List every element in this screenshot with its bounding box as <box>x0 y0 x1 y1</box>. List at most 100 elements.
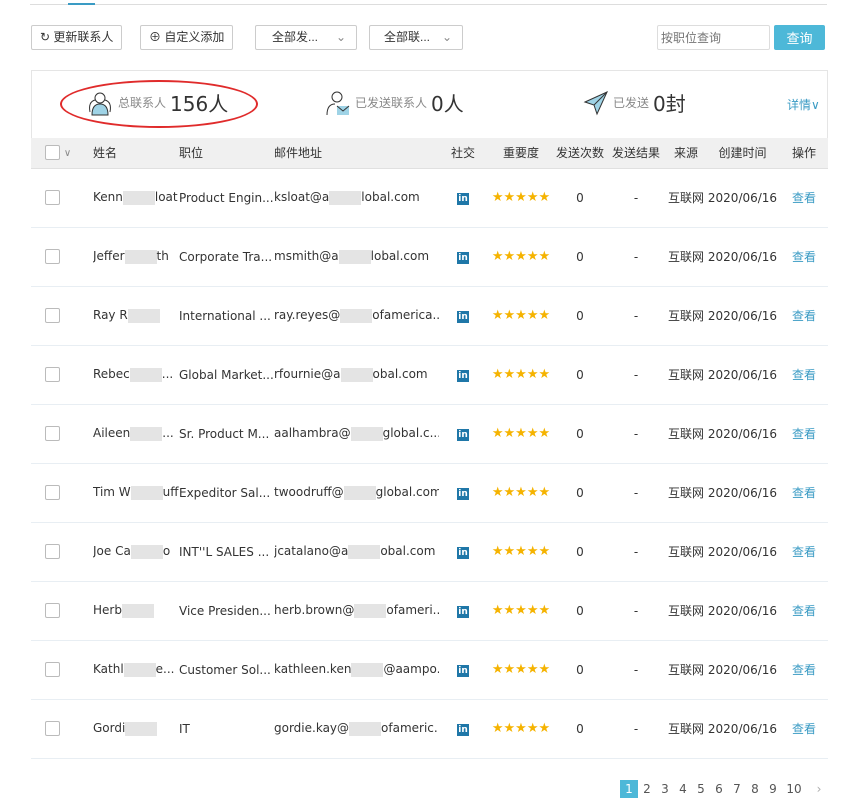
page-7[interactable]: 7 <box>733 782 741 796</box>
view-link[interactable]: 查看 <box>791 427 816 441</box>
sent-contacts-stat: 已发送联系人 0人 <box>325 88 464 117</box>
contact-email: aalhambra@ global.c... <box>274 404 439 464</box>
row-checkbox[interactable] <box>45 367 60 382</box>
contact-email: herb.brown@ ofameri... <box>274 581 439 641</box>
linkedin-icon[interactable]: in <box>457 429 469 441</box>
contact-name: Ray R <box>93 286 179 346</box>
linkedin-icon[interactable]: in <box>457 488 469 500</box>
created-date: 2020/06/16 <box>705 227 780 287</box>
send-count: 0 <box>555 286 605 346</box>
user-mail-icon <box>326 91 350 115</box>
importance-stars: ★★★★★ <box>491 485 551 500</box>
created-date: 2020/06/16 <box>705 345 780 405</box>
contact-name: Gordi <box>93 699 179 759</box>
page-8[interactable]: 8 <box>751 782 759 796</box>
view-link[interactable]: 查看 <box>791 663 816 677</box>
view-link[interactable]: 查看 <box>791 604 816 618</box>
linkedin-icon[interactable]: in <box>457 606 469 618</box>
view-link[interactable]: 查看 <box>791 191 816 205</box>
linkedin-icon[interactable]: in <box>457 193 469 205</box>
row-checkbox[interactable] <box>45 544 60 559</box>
position-search-input[interactable] <box>657 25 770 50</box>
row-checkbox[interactable] <box>45 662 60 677</box>
view-link[interactable]: 查看 <box>791 250 816 264</box>
header-source: 来源 <box>667 138 705 169</box>
chevron-down-icon: ⌄ <box>335 30 346 44</box>
refresh-contacts-button[interactable]: ↻ 更新联系人 <box>31 25 123 50</box>
select-all-checkbox[interactable] <box>45 145 60 161</box>
contact-position: Corporate Tra... <box>179 227 274 287</box>
row-checkbox[interactable] <box>45 426 60 441</box>
view-link[interactable]: 查看 <box>791 368 816 382</box>
redaction-blur <box>130 485 163 500</box>
header-created: 创建时间 <box>705 138 780 169</box>
next-page-icon[interactable]: › <box>816 782 822 796</box>
plus-circle-icon: ⊕ <box>149 30 165 44</box>
redaction-blur <box>329 190 362 205</box>
contact-position: IT <box>179 699 274 759</box>
linkedin-icon[interactable]: in <box>457 252 469 264</box>
search-button[interactable]: 查询 <box>774 25 825 50</box>
page-6[interactable]: 6 <box>715 782 723 796</box>
created-date: 2020/06/16 <box>705 581 780 641</box>
redaction-blur <box>124 249 157 264</box>
importance-stars: ★★★★★ <box>491 721 551 736</box>
redaction-blur <box>354 603 387 618</box>
table-row: Aileen... Sr. Product M... aalhambra@ glo… <box>31 404 828 464</box>
send-status-dropdown[interactable]: 全部发... ⌄ <box>255 25 357 50</box>
table-row: Gordi IT gordie.kay@ ofameric... in ★★★★★… <box>31 699 828 759</box>
source: 互联网 <box>667 404 705 464</box>
view-link[interactable]: 查看 <box>791 722 816 736</box>
view-link[interactable]: 查看 <box>791 545 816 559</box>
source: 互联网 <box>667 581 705 641</box>
row-checkbox[interactable] <box>45 603 60 618</box>
linkedin-icon[interactable]: in <box>457 724 469 736</box>
page-1[interactable]: 1 <box>620 780 638 798</box>
chevron-down-icon[interactable]: ∨ <box>63 148 72 160</box>
send-count: 0 <box>555 404 605 464</box>
contact-type-dropdown[interactable]: 全部联... ⌄ <box>369 25 463 50</box>
view-link[interactable]: 查看 <box>791 309 816 323</box>
page-3[interactable]: 3 <box>661 782 669 796</box>
send-count: 0 <box>555 345 605 405</box>
redaction-blur <box>350 426 383 441</box>
linkedin-icon[interactable]: in <box>457 311 469 323</box>
header-email: 邮件地址 <box>274 138 439 169</box>
row-checkbox[interactable] <box>45 485 60 500</box>
row-checkbox[interactable] <box>45 308 60 323</box>
details-toggle[interactable]: 详情∨ <box>787 98 820 112</box>
linkedin-icon[interactable]: in <box>457 665 469 677</box>
send-count: 0 <box>555 168 605 228</box>
redaction-blur <box>338 249 371 264</box>
source: 互联网 <box>667 286 705 346</box>
redaction-blur <box>127 308 160 323</box>
contact-position: Vice Presiden... <box>179 581 274 641</box>
custom-add-button[interactable]: ⊕ 自定义添加 <box>140 25 234 50</box>
header-name: 姓名 <box>93 138 179 169</box>
row-checkbox[interactable] <box>45 190 60 205</box>
contact-position: Expeditor Sal... <box>179 463 274 523</box>
table-header: ∨ 姓名 职位 邮件地址 社交 重要度 发送次数 发送结果 来源 创建时间 操作 <box>31 138 828 169</box>
send-count: 0 <box>555 640 605 700</box>
paper-plane-icon <box>583 90 609 115</box>
page-2[interactable]: 2 <box>643 782 651 796</box>
source: 互联网 <box>667 463 705 523</box>
stats-panel <box>31 70 828 138</box>
row-checkbox[interactable] <box>45 721 60 736</box>
page-9[interactable]: 9 <box>769 782 777 796</box>
redaction-blur <box>129 367 162 382</box>
linkedin-icon[interactable]: in <box>457 370 469 382</box>
page-5[interactable]: 5 <box>697 782 705 796</box>
page-4[interactable]: 4 <box>679 782 687 796</box>
contact-name: Kenn loat <box>93 168 179 228</box>
row-checkbox[interactable] <box>45 249 60 264</box>
source: 互联网 <box>667 227 705 287</box>
created-date: 2020/06/16 <box>705 463 780 523</box>
linkedin-icon[interactable]: in <box>457 547 469 559</box>
redaction-blur <box>122 190 155 205</box>
header-send-result: 发送结果 <box>605 138 667 169</box>
header-action: 操作 <box>780 138 828 169</box>
view-link[interactable]: 查看 <box>791 486 816 500</box>
page-10[interactable]: 10 <box>786 782 802 796</box>
